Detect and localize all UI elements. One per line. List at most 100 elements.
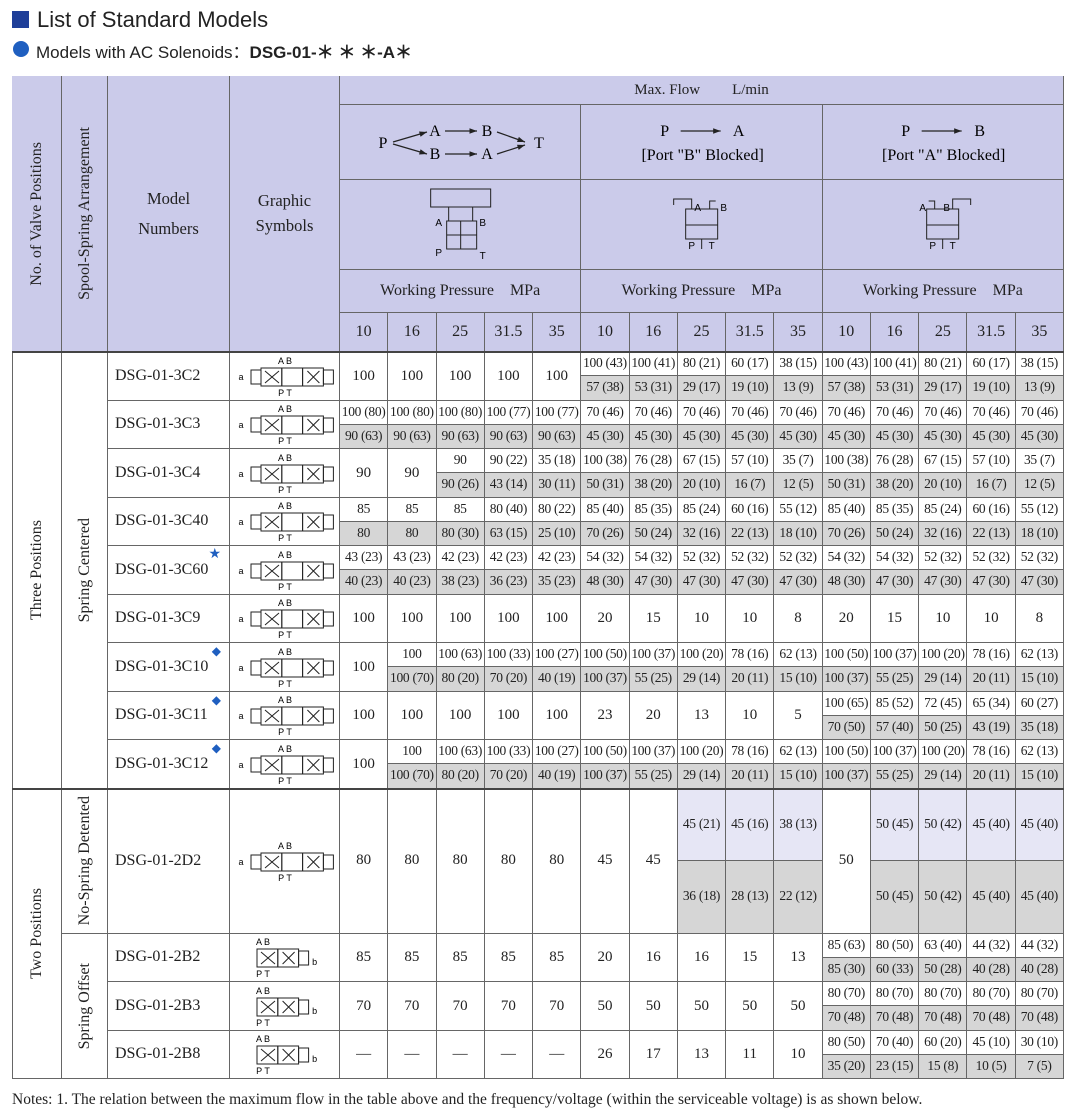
flow-value-bottom: 55 (25) <box>629 667 678 692</box>
model-text: DSG-01-3C10 <box>115 657 209 675</box>
flow-value-top: 100 (77) <box>533 400 582 425</box>
flow-value-bottom: 45 (30) <box>870 424 920 449</box>
symbol-ports-top: A B <box>277 550 291 560</box>
flow-value-top: 85 <box>340 497 389 522</box>
valve-lines <box>264 661 320 675</box>
flow-value-bottom: 47 (30) <box>677 570 727 595</box>
flow-value: 85 <box>533 933 582 982</box>
flow-value-top: 100 (20) <box>677 740 727 765</box>
flow-value-top: 100 (20) <box>677 643 727 668</box>
model-number: DSG-01-3C10 ◆ <box>108 643 230 692</box>
flow-value-top: 45 (40) <box>1015 788 1064 861</box>
flow-value-bottom: 57 (40) <box>870 715 920 740</box>
flow-value-bottom: 40 (28) <box>967 957 1016 982</box>
solenoid <box>322 563 334 579</box>
flow-value-bottom: 80 (20) <box>436 764 485 789</box>
arrangement: Spring Centered <box>62 352 108 789</box>
valve-lines <box>264 564 320 578</box>
flow-value-top: 100 (37) <box>629 643 678 668</box>
flow-value-bottom: 12 (5) <box>1015 473 1064 498</box>
flow-value-bottom: 20 (10) <box>677 473 727 498</box>
flow-port: P <box>901 123 910 140</box>
subtitle-code: DSG-01-＊ ＊ ＊-A＊ <box>249 43 413 62</box>
flow-port: [Port "A" Blocked] <box>882 147 1005 164</box>
flow-value-bottom: 60 (33) <box>870 957 920 982</box>
flow-value: 100 <box>340 691 389 740</box>
flow-value: 70 <box>388 982 437 1031</box>
symbol: A B P T <box>919 198 972 252</box>
graphic-header: Graphic Symbols <box>230 76 340 352</box>
flow-value: 100 <box>533 691 582 740</box>
model-number: DSG-01-3C4 <box>108 449 230 498</box>
flow-value: 45 <box>581 788 630 934</box>
symbol: A BP Tab <box>238 598 334 640</box>
valve-box <box>280 658 303 678</box>
flow-value: 100 <box>533 594 582 643</box>
flow-value-top: 70 (46) <box>870 400 920 425</box>
symbol: A B P T b <box>255 937 316 979</box>
flow-value-bottom: 36 (23) <box>484 570 534 595</box>
symbol: A B P T b <box>255 986 316 1028</box>
flow-value: — <box>533 1030 582 1079</box>
model-text: DSG-01-3C40 <box>115 512 209 530</box>
flow-value-bottom: 29 (14) <box>677 764 727 789</box>
flow-value: 80 <box>340 788 389 934</box>
flow-value-bottom: 22 (13) <box>967 521 1016 546</box>
graphic-symbol: A B P T b <box>230 1030 340 1079</box>
flow-value-top: 100 (43) <box>581 352 630 377</box>
flow-value-top: 80 (21) <box>677 352 727 377</box>
model-header-text: Model Numbers <box>138 188 199 238</box>
symbol-ports-bottom: P T <box>256 1018 270 1028</box>
flow-value-top: 78 (16) <box>967 643 1016 668</box>
model-text: DSG-01-2B2 <box>115 948 201 966</box>
flow-value-top: 57 (10) <box>726 449 775 474</box>
flow-value-bottom: 29 (14) <box>919 764 968 789</box>
flow-value-bottom: 90 (63) <box>340 424 389 449</box>
flow-value-top: 100 (80) <box>340 400 389 425</box>
pressure-unit: MPa <box>509 282 541 300</box>
solenoid <box>250 466 261 482</box>
symbol-a: a <box>238 711 243 721</box>
solenoid <box>250 611 261 627</box>
flow-value-bottom: 70 (20) <box>484 764 534 789</box>
section-rule <box>12 787 1064 790</box>
model-text: DSG-01-2B3 <box>115 996 201 1014</box>
flow-value-bottom: 15 (8) <box>919 1054 968 1079</box>
flow-value-top: 52 (32) <box>726 546 775 571</box>
positions-header: No. of Valve Positions <box>12 76 62 352</box>
max-flow-text: Max. Flow <box>634 81 701 98</box>
valve-lines <box>264 855 320 868</box>
flow-value: 11 <box>726 1030 775 1079</box>
flow-value-top: 100 (33) <box>484 740 534 765</box>
flow-value-top: 55 (12) <box>774 497 823 522</box>
symbol: A BP Tab <box>238 356 334 398</box>
symbol-ports-top: A B <box>277 744 291 754</box>
flow-value: 100 <box>388 691 437 740</box>
valve-box <box>280 852 303 871</box>
solenoid <box>250 514 261 530</box>
flow-value-top: 76 (28) <box>870 449 920 474</box>
flow-value: 15 <box>629 594 678 643</box>
flow-value: 100 <box>436 594 485 643</box>
flow-value-bottom: 35 (20) <box>822 1054 871 1079</box>
flow-value-top: 52 (32) <box>919 546 968 571</box>
model-number: DSG-01-3C60 ★ <box>108 546 230 595</box>
valve-box <box>280 561 303 581</box>
arrow-head <box>418 131 427 137</box>
flow-value-top: 38 (15) <box>774 352 823 377</box>
model-header: Model Numbers <box>108 76 230 352</box>
flow-port: P <box>660 123 669 140</box>
flow-direction: P A [Port "B" Blocked] <box>581 105 823 180</box>
flow-value-bottom: 40 (23) <box>388 570 437 595</box>
flow-value-top: 100 <box>388 740 437 765</box>
solenoid <box>250 854 261 869</box>
flow-value-bottom: 53 (31) <box>629 376 678 401</box>
solenoid <box>322 417 334 433</box>
flow-value-bottom: 80 <box>388 521 437 546</box>
symbol: A BP Tab <box>238 647 334 689</box>
flow-value-bottom: 29 (17) <box>677 376 727 401</box>
flow-value-top: 100 (27) <box>533 643 582 668</box>
flow-value-top: 42 (23) <box>484 546 534 571</box>
flow-value: 70 <box>484 982 534 1031</box>
